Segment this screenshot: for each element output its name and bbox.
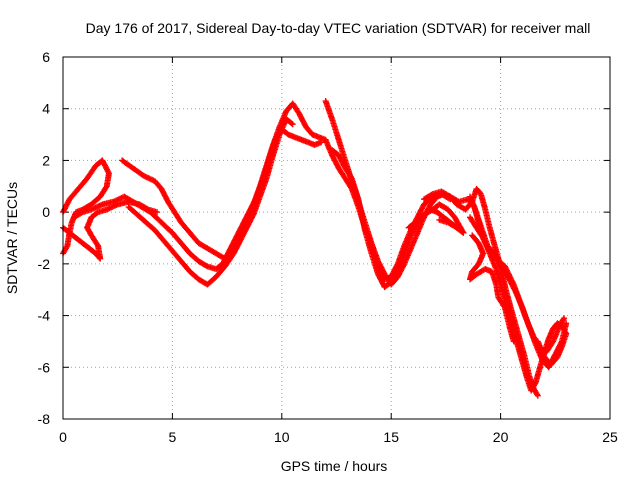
data-point-track-h-0-6 <box>428 191 435 198</box>
series-track-k <box>467 232 517 345</box>
y-tick-label-4: 0 <box>42 204 50 220</box>
data-point-track-a-14-5 <box>60 249 67 256</box>
data-point-track-h-19-5 <box>560 316 567 323</box>
data-point-track-k-end <box>510 338 517 345</box>
x-tick-label-1: 5 <box>169 429 177 445</box>
data-point-track-h-end <box>561 315 568 322</box>
data-point-track-b-12-0 <box>103 206 110 213</box>
x-tick-label-4: 20 <box>493 429 509 445</box>
data-point-track-i-12-5 <box>531 381 538 388</box>
chart-title: Day 176 of 2017, Sidereal Day-to-day VTE… <box>86 20 591 36</box>
data-point-track-c-0-6 <box>78 209 85 216</box>
data-point-track-d-2-0 <box>141 172 147 179</box>
y-tick-label-0: -8 <box>38 411 51 427</box>
series-track-b <box>60 198 161 262</box>
y-tick-label-7: 6 <box>42 49 50 65</box>
data-point-track-f-end <box>534 392 541 399</box>
y-tick-label-2: -4 <box>38 308 51 324</box>
data-point-track-c-13-6 <box>203 262 210 269</box>
data-point-track-j-end <box>563 320 570 327</box>
y-tick-label-3: -2 <box>38 256 51 272</box>
data-point-track-d-2-6 <box>149 176 156 183</box>
x-axis-label: GPS time / hours <box>281 458 388 474</box>
y-tick-label-6: 4 <box>42 101 50 117</box>
y-tick-label-5: 2 <box>42 152 50 168</box>
data-point-track-k-10-7 <box>501 303 508 310</box>
data-point-track-c-4-5 <box>117 195 124 202</box>
series-track-e <box>125 116 296 288</box>
data-point-track-j-15-9 <box>558 339 565 346</box>
data-point-track-c-2-2 <box>91 205 98 212</box>
data-point-track-g-9-9 <box>394 267 401 274</box>
data-point-track-b-end <box>154 209 161 216</box>
x-tick-label-3: 15 <box>383 429 399 445</box>
data-point-track-e-20-5 <box>288 120 295 127</box>
y-axis-label: SDTVAR / TECUs <box>4 182 20 294</box>
data-point-track-e-14-9 <box>249 213 256 219</box>
x-tick-label-0: 0 <box>59 429 67 445</box>
series-track-j <box>467 193 570 371</box>
y-tick-label-1: -6 <box>38 359 51 375</box>
data-point-track-l-end <box>436 216 443 223</box>
series-track-l <box>405 201 467 236</box>
x-tick-label-2: 10 <box>274 429 290 445</box>
data-point-track-g-2-7 <box>348 174 354 181</box>
data-point-track-e-end <box>289 121 296 128</box>
x-tick-label-5: 25 <box>602 429 618 445</box>
series-track-i <box>467 214 570 394</box>
data-points <box>60 98 570 399</box>
data-point-track-l-9-6 <box>446 220 453 227</box>
data-point-track-f-36-5 <box>534 391 541 398</box>
plot-frame <box>62 56 611 420</box>
